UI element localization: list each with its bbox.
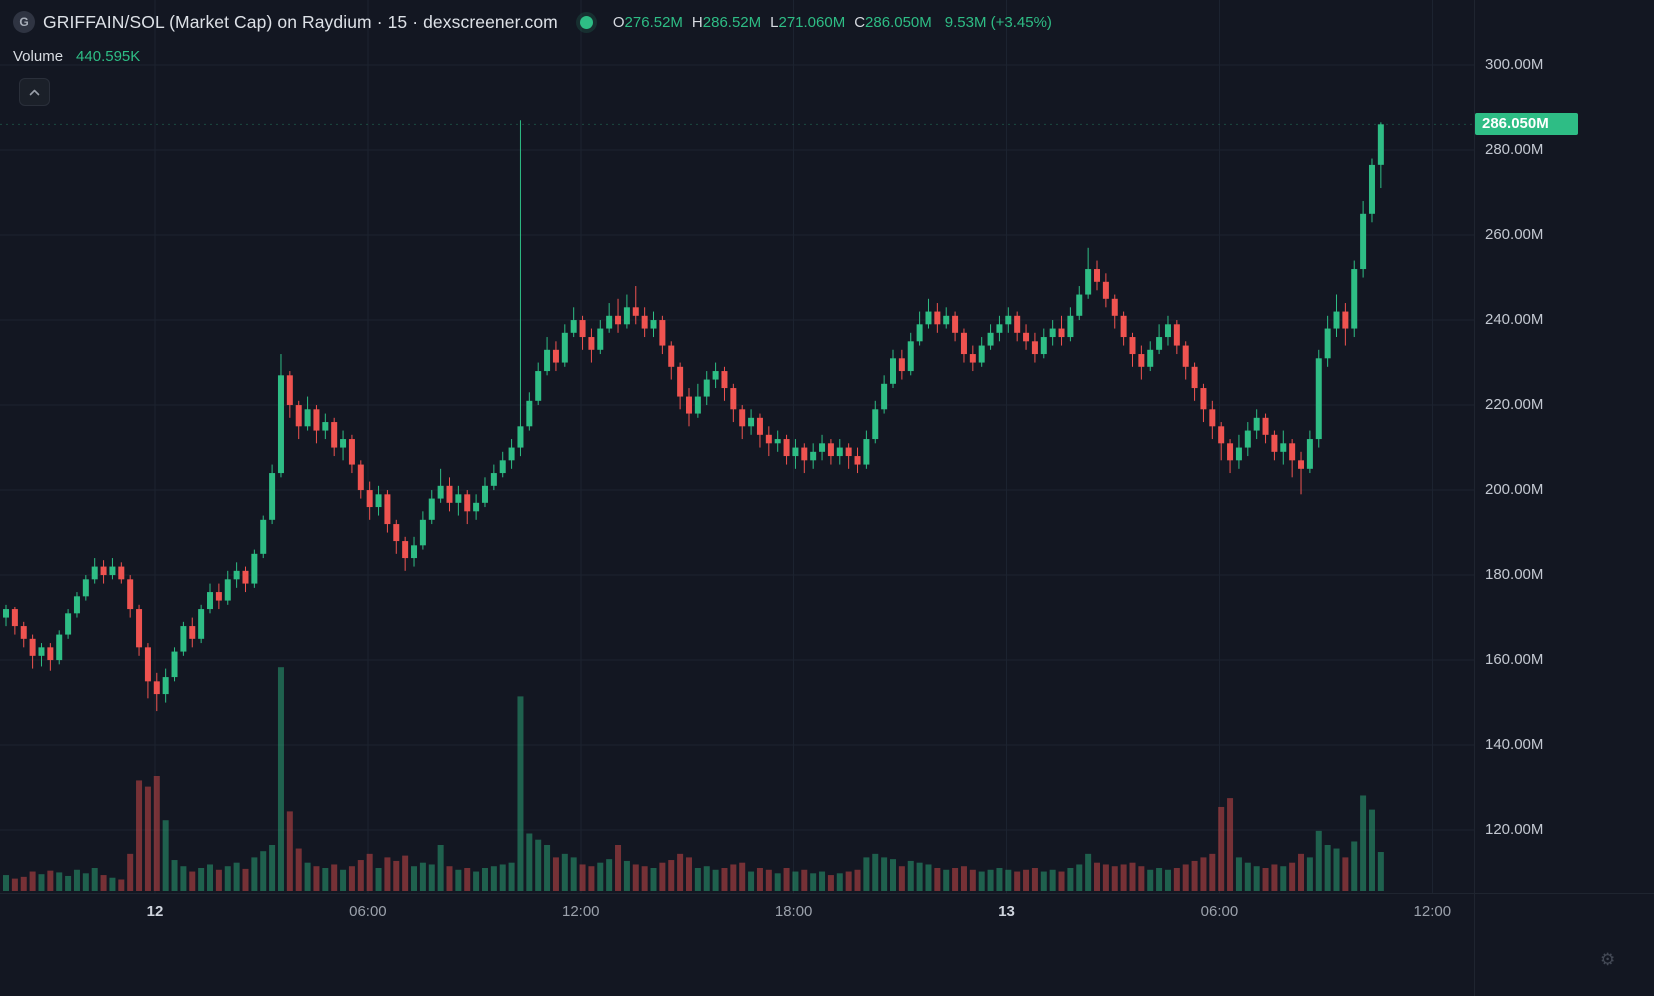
volume-layer xyxy=(3,667,1384,891)
ohlc-readout: O276.52M H286.52M L271.060M C286.050M 9.… xyxy=(613,14,1052,31)
status-dot-icon xyxy=(579,15,593,29)
time-tick-label: 13 xyxy=(998,903,1015,920)
settings-gear-icon[interactable]: ⚙ xyxy=(1600,950,1616,970)
price-tick-label: 280.00M xyxy=(1485,141,1544,159)
volume-indicator-row[interactable]: Volume 440.595K xyxy=(13,48,140,65)
ohlc-close-label: C xyxy=(854,13,866,31)
price-tick-label: 120.00M xyxy=(1485,821,1544,839)
time-tick-label: 06:00 xyxy=(1200,903,1239,920)
ohlc-open-value: 276.52M xyxy=(624,13,683,31)
price-tick-label: 140.00M xyxy=(1485,736,1544,754)
price-tick-label: 300.00M xyxy=(1485,56,1544,74)
price-tick-label: 200.00M xyxy=(1485,481,1544,499)
last-price-badge: 286.050M xyxy=(1475,113,1578,136)
time-tick-label: 12 xyxy=(146,903,164,920)
ohlc-low-label: L xyxy=(770,13,779,31)
token-logo: G xyxy=(13,11,35,33)
candles-layer xyxy=(3,120,1384,712)
ohlc-high-label: H xyxy=(691,13,703,31)
ohlc-close-value: 286.050M xyxy=(865,13,932,31)
price-tick-label: 220.00M xyxy=(1485,396,1544,414)
price-tick-label: 160.00M xyxy=(1485,651,1544,669)
time-tick-label: 12:00 xyxy=(1413,903,1452,920)
chart-header: G GRIFFAIN/SOL (Market Cap) on Raydium ·… xyxy=(13,11,1052,33)
volume-label: Volume xyxy=(13,48,64,65)
price-tick-label: 260.00M xyxy=(1485,226,1544,244)
volume-value: 440.595K xyxy=(76,48,141,65)
time-tick-label: 06:00 xyxy=(349,903,387,920)
ohlc-high-value: 286.52M xyxy=(702,13,762,31)
ohlc-low-value: 271.060M xyxy=(778,13,846,31)
ohlc-change-value: 9.53M (+3.45%) xyxy=(944,13,1052,31)
price-tick-label: 240.00M xyxy=(1485,311,1544,329)
grid-layer xyxy=(0,0,1474,893)
price-axis[interactable]: 300.00M 280.00M 260.00M 240.00M 220.00M 200.0… xyxy=(1474,0,1654,996)
ohlc-open-label: O xyxy=(612,13,625,31)
candlestick-chart[interactable] xyxy=(0,0,1474,893)
time-tick-label: 12:00 xyxy=(561,903,600,920)
collapse-indicators-button[interactable] xyxy=(19,78,50,106)
price-tick-label: 180.00M xyxy=(1485,566,1544,584)
time-tick-label: 18:00 xyxy=(774,903,813,920)
chart-title[interactable]: GRIFFAIN/SOL (Market Cap) on Raydium · 1… xyxy=(43,11,558,32)
chevron-up-icon xyxy=(29,89,40,95)
time-axis[interactable]: 12 06:00 12:00 18:00 13 06:00 12:00 xyxy=(0,893,1654,996)
